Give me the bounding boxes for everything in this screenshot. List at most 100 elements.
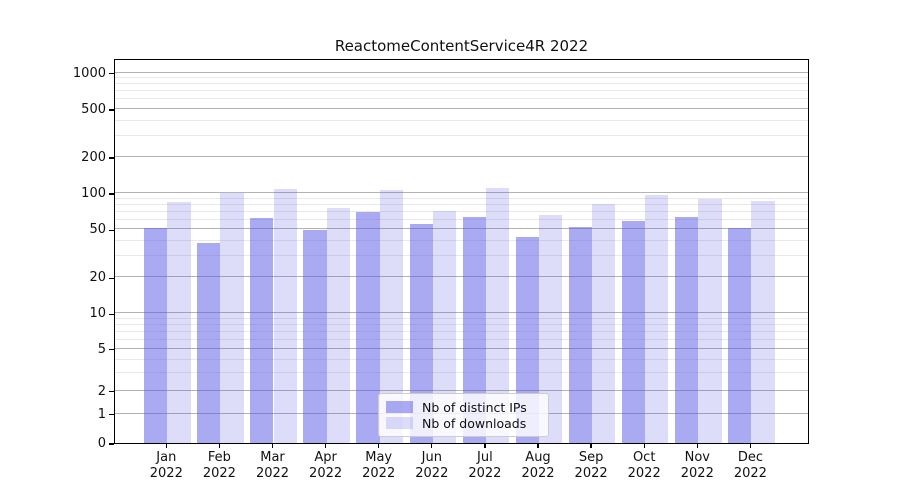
y-tick-label: 100 [81,186,106,202]
y-tick-mark [109,277,114,280]
bar-downloads [167,202,191,443]
bar-downloads [698,198,722,443]
y-tick-mark [109,414,114,416]
gridline-minor [115,98,808,100]
gridline-major [115,192,808,194]
gridline-major [115,389,808,391]
gridline-minor [115,255,808,257]
y-tick-label: 50 [89,222,106,238]
gridline-minor [115,77,808,79]
x-tick-mark [218,444,221,448]
bar-distinct-ips [515,237,539,443]
y-tick-mark [109,443,114,445]
x-tick-label: Feb 2022 [202,450,236,481]
bar-distinct-ips [728,228,752,443]
y-tick-label: 2 [97,383,106,399]
bar-distinct-ips [409,223,433,443]
bar-downloads [379,189,403,443]
bar-downloads [220,193,244,443]
x-tick-mark [324,444,327,448]
x-tick-mark [378,444,380,448]
bar-distinct-ips [144,228,168,443]
bar-downloads [751,200,775,443]
gridline-minor [115,330,808,332]
gridline-major [115,71,808,73]
gridline-minor [115,203,808,205]
gridline-major [115,107,808,109]
y-tick-label: 5 [97,341,106,357]
x-tick-label: Nov 2022 [680,450,714,481]
legend-item-distinct-ips: Nb of distinct IPs [386,400,541,415]
bar-downloads [485,187,510,443]
y-tick-mark [109,157,114,159]
bar-distinct-ips [621,220,646,443]
y-tick-label: 200 [81,149,106,165]
x-tick-label: Sep 2022 [574,450,608,481]
legend-label-distinct-ips: Nb of distinct IPs [422,399,527,415]
bar-distinct-ips [675,216,699,443]
x-tick-mark [643,444,645,448]
y-tick-label: 10 [89,306,106,322]
x-tick-mark [484,444,486,448]
gridline-major [115,347,808,349]
x-tick-label: Oct 2022 [627,450,661,481]
legend-swatch-distinct-ips-icon [386,401,413,413]
gridline-minor [115,134,808,136]
legend-swatch-downloads-icon [386,417,413,429]
gridline-minor [115,197,808,199]
gridline-major [115,155,808,157]
gridline-minor [115,210,808,212]
x-tick-label: Aug 2022 [521,450,555,481]
gridline-minor [115,317,808,319]
gridline-major [115,276,808,278]
x-tick-mark [749,444,752,448]
legend-item-downloads: Nb of downloads [386,416,541,431]
bar-downloads [645,194,669,443]
gridline-minor [115,338,808,340]
x-tick-mark [537,444,539,448]
y-tick-label: 1 [97,406,106,422]
bar-distinct-ips [250,218,274,443]
y-tick-label: 0 [97,436,106,451]
chart-title: ReactomeContentService4R 2022 [334,37,589,55]
bar-downloads [592,204,616,443]
gridline-minor [115,90,808,92]
x-tick-mark [696,444,698,448]
x-tick-mark [271,444,274,448]
x-tick-mark [431,444,433,448]
x-tick-label: May 2022 [362,450,396,481]
gridline-minor [115,119,808,121]
x-tick-label: Apr 2022 [309,450,343,481]
x-tick-label: Jun 2022 [415,450,449,481]
x-tick-mark [165,444,167,448]
y-tick-mark [109,313,114,316]
y-tick-label: 20 [89,270,106,286]
x-tick-label: Jan 2022 [149,450,183,481]
bar-distinct-ips [197,242,221,443]
bar-distinct-ips [568,227,593,443]
y-tick-mark [109,72,114,75]
gridline-major [115,312,808,314]
bar-distinct-ips [462,216,486,443]
bar-distinct-ips [356,211,380,443]
gridline-major [115,228,808,230]
y-tick-mark [109,229,114,232]
legend: Nb of distinct IPs Nb of downloads [378,393,549,437]
x-tick-label: Jul 2022 [468,450,502,481]
legend-label-downloads: Nb of downloads [422,415,527,431]
x-tick-label: Dec 2022 [733,450,767,481]
y-tick-mark [109,390,114,393]
bar-downloads [273,189,297,443]
gridline-minor [115,323,808,325]
y-tick-label: 1000 [72,65,106,81]
y-tick-mark [109,348,114,351]
gridline-minor [115,372,808,374]
gridline-minor [115,240,808,242]
bar-distinct-ips [303,229,327,443]
x-tick-mark [590,444,592,448]
x-tick-label: Mar 2022 [255,450,290,481]
gridline-minor [115,358,808,360]
gridline-minor [115,83,808,85]
bar-downloads [326,208,350,443]
